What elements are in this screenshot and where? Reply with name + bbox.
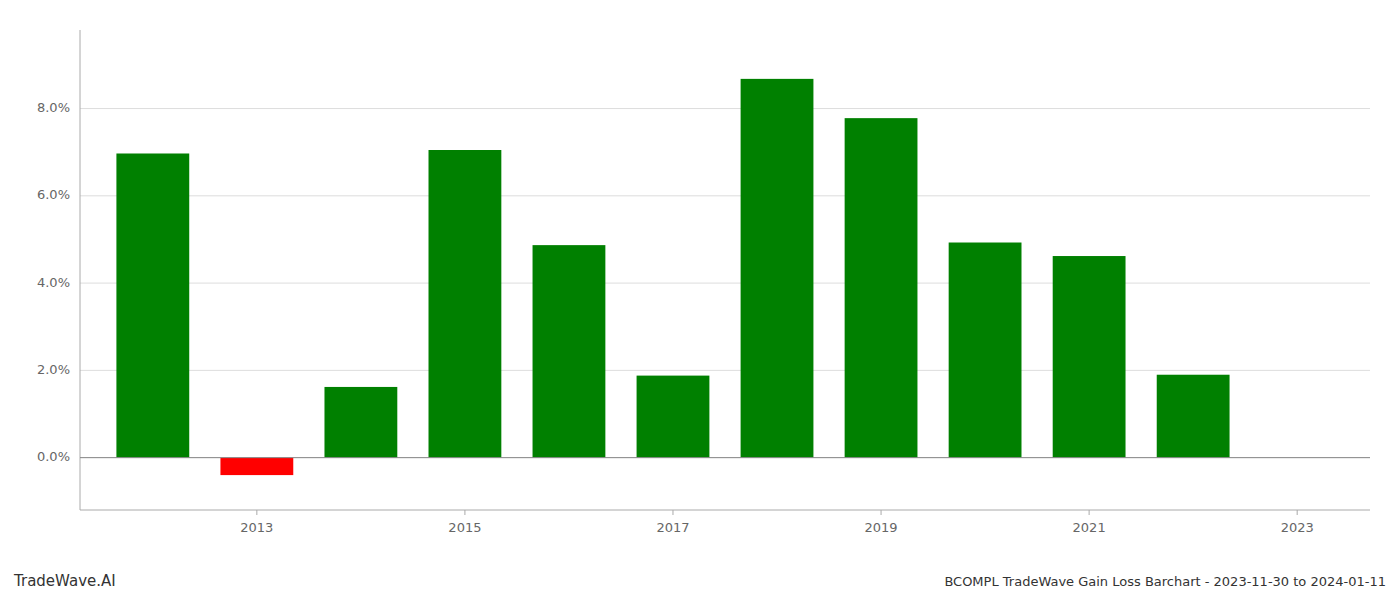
zero-line	[80, 457, 1370, 458]
x-tick-label: 2015	[448, 520, 481, 535]
x-tick-label: 2023	[1281, 520, 1314, 535]
x-tick	[464, 510, 465, 515]
grid-line	[80, 283, 1370, 284]
x-tick-label: 2013	[240, 520, 273, 535]
bar	[1053, 256, 1126, 458]
title: BCOMPL TradeWave Gain Loss Barchart - 20…	[944, 574, 1386, 589]
x-tick	[1297, 510, 1298, 515]
y-tick-label: 8.0%	[37, 100, 70, 115]
bar	[637, 376, 710, 458]
x-axis-line	[80, 510, 1370, 511]
bar	[116, 153, 189, 457]
x-tick-label: 2017	[656, 520, 689, 535]
x-tick	[672, 510, 673, 515]
x-tick-label: 2019	[865, 520, 898, 535]
y-tick-label: 4.0%	[37, 275, 70, 290]
grid-line	[80, 370, 1370, 371]
bar	[845, 118, 918, 457]
chart-svg: 0.0% 2.0% 4.0% 6.0% 8.0% 2013 2015 2017 2019 2021…	[0, 0, 1400, 600]
chart-container: 0.0% 2.0% 4.0% 6.0% 8.0% 2013 2015 2017 2019 2021…	[0, 0, 1400, 600]
y-tick-label: 6.0%	[37, 187, 70, 202]
bar	[533, 245, 606, 458]
bar	[220, 458, 293, 475]
x-tick	[256, 510, 257, 515]
bar	[1157, 375, 1230, 458]
bar	[949, 243, 1022, 458]
x-tick	[1089, 510, 1090, 515]
x-tick-label: 2021	[1073, 520, 1106, 535]
y-grid	[80, 109, 1370, 458]
bar	[741, 79, 814, 458]
y-axis-line	[80, 30, 81, 510]
grid-line	[80, 457, 1370, 458]
bar	[429, 150, 502, 458]
bar	[324, 387, 397, 458]
y-tick-label: 0.0%	[37, 449, 70, 464]
grid-line	[80, 195, 1370, 196]
grid-line	[80, 108, 1370, 109]
watermark: TradeWave.AI	[13, 572, 116, 590]
x-tick	[881, 510, 882, 515]
y-tick-label: 2.0%	[37, 362, 70, 377]
bars	[116, 79, 1229, 475]
